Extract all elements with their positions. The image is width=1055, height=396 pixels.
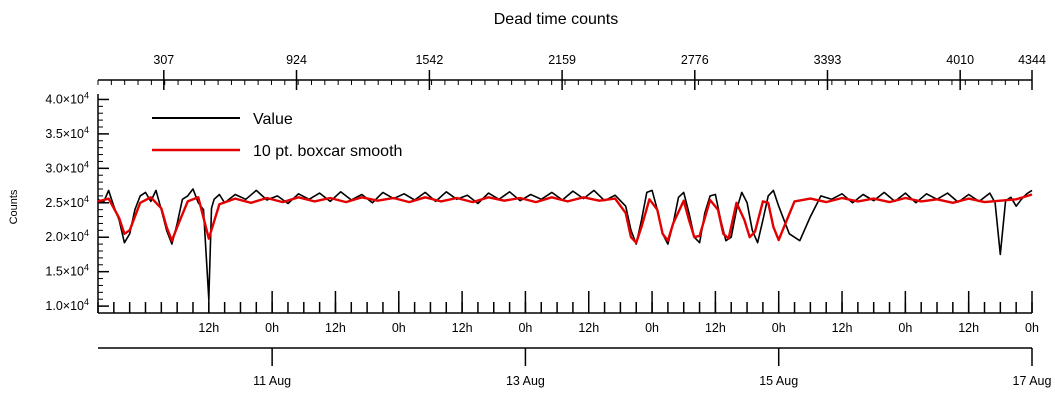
- left-tick-label: 3.0×104: [45, 159, 89, 175]
- left-tick-label: 4.0×104: [45, 90, 89, 106]
- date-tick-label: 13 Aug: [506, 374, 545, 388]
- bottom-tick-label: 12h: [832, 321, 853, 335]
- date-tick-label: 17 Aug: [1013, 374, 1052, 388]
- bottom-tick-label: 0h: [772, 321, 786, 335]
- bottom-tick-label: 0h: [265, 321, 279, 335]
- bottom-tick-label: 12h: [452, 321, 473, 335]
- top-tick-label: 4010: [946, 53, 974, 67]
- top-tick-label: 4344: [1018, 53, 1046, 67]
- chart-title: Dead time counts: [494, 11, 619, 28]
- bottom-tick-label: 12h: [958, 321, 979, 335]
- bottom-tick-label: 0h: [645, 321, 659, 335]
- bottom-tick-label: 0h: [898, 321, 912, 335]
- left-axis: 1.0×104 1.5×104 2.0×104 2.5×104 3.0×104 3.5×1…: [45, 90, 109, 314]
- left-tick-label: 2.5×104: [45, 194, 89, 210]
- left-tick-label: 3.5×104: [45, 125, 89, 141]
- legend-label-value: Value: [253, 111, 293, 128]
- plot-lines: [97, 188, 1033, 301]
- bottom-tick-label: 0h: [1025, 321, 1039, 335]
- date-tick-label: 11 Aug: [253, 374, 291, 388]
- top-tick-label: 924: [286, 53, 307, 67]
- bottom-tick-label: 12h: [705, 321, 726, 335]
- series-line-smooth: [97, 193, 1033, 244]
- bottom-tick-label: 12h: [198, 321, 219, 335]
- top-tick-label: 2776: [681, 53, 709, 67]
- date-tick-label: 15 Aug: [759, 374, 798, 388]
- top-tick-label: 307: [153, 53, 174, 67]
- legend-label-smooth: 10 pt. boxcar smooth: [253, 143, 402, 160]
- left-tick-label: 1.0×104: [45, 297, 89, 313]
- top-axis: 307 924 1542 2159 2776 3393 4010 4344: [97, 53, 1046, 90]
- y-axis-label: Counts: [8, 189, 20, 224]
- series-line-value: [97, 188, 1033, 301]
- bottom-tick-label: 12h: [325, 321, 346, 335]
- bottom-tick-label: 0h: [518, 321, 532, 335]
- left-tick-label: 2.0×104: [45, 228, 89, 244]
- bottom-tick-label: 0h: [392, 321, 406, 335]
- legend: Value 10 pt. boxcar smooth: [152, 111, 402, 160]
- bottom-axis-hours: 12h 0h 12h 0h 12h 0h 12h 0h 12h 0h 12h 0h 12h 0h: [97, 291, 1039, 335]
- bottom-tick-label: 12h: [578, 321, 599, 335]
- left-tick-label: 1.5×104: [45, 263, 89, 279]
- top-tick-label: 1542: [415, 53, 443, 67]
- top-tick-label: 2159: [548, 53, 576, 67]
- top-tick-label: 3393: [814, 53, 842, 67]
- bottom-axis-dates: 11 Aug 13 Aug 15 Aug 17 Aug: [98, 347, 1052, 388]
